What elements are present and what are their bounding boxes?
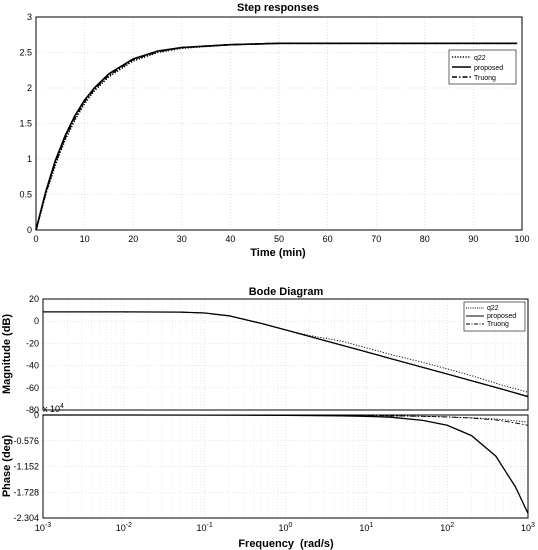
step-x-tick-label: 0 (33, 234, 38, 244)
step-x-tick-label: 30 (177, 234, 187, 244)
phase-y-tick-label: -0.576 (13, 436, 39, 446)
bode-legend-label-proposed: proposed (487, 313, 516, 320)
magnitude-series (43, 311, 529, 398)
magnitude-y-tick-label: 0 (34, 316, 39, 326)
phase-series-line-proposed (43, 414, 529, 514)
step-response-panel: Step responses 0 10 20 30 40 50 60 70 80 90 100 0 0.… (19, 2, 529, 259)
magnitude-y-tick-label: -60 (26, 383, 39, 393)
step-series-line-proposed (35, 42, 518, 231)
magnitude-ticks: 20 0 -20 -40 -60 -80 (26, 294, 39, 415)
step-x-tick-label: 40 (225, 234, 235, 244)
magnitude-y-tick-label: -20 (26, 338, 39, 348)
step-axes-box (35, 16, 523, 231)
bode-x-tick-label: 10-2 (116, 522, 132, 533)
bode-legend-label-q22: q22 (487, 305, 499, 312)
step-series-line-q22 (35, 42, 518, 231)
step-series-line-truong (35, 42, 518, 231)
bode-x-tick-label: 101 (359, 522, 373, 533)
phase-y-tick-label: 0 (34, 410, 39, 420)
magnitude-y-axis-label: Magnitude (dB) (1, 314, 13, 394)
step-x-tick-label: 80 (420, 234, 430, 244)
phase-y-tick-label: -1.152 (13, 462, 39, 472)
bode-chart-title: Bode Diagram (249, 286, 324, 298)
step-ticks: 0 10 20 30 40 50 60 70 80 90 100 0 0.5 1 1.5 2 2.5 3 (19, 12, 529, 244)
step-x-axis-label: Time (min) (250, 247, 306, 259)
bode-x-axis-label: Frequency (rad/s) (238, 538, 334, 550)
step-x-tick-label: 60 (323, 234, 333, 244)
step-y-tick-label: 2.5 (19, 48, 32, 58)
magnitude-series-line-truong (43, 311, 529, 397)
phase-series-line-truong (43, 414, 529, 426)
step-series (35, 42, 518, 231)
step-x-tick-label: 50 (274, 234, 284, 244)
bode-x-tick-label: 10-1 (197, 522, 213, 533)
phase-y-tick-label: -2.304 (13, 513, 39, 523)
bode-x-tick-label: 103 (521, 522, 535, 533)
bode-x-tick-label: 100 (279, 522, 293, 533)
bode-legend: q22 proposed Truong (463, 301, 526, 332)
step-legend-label-q22: q22 (474, 55, 486, 62)
phase-exponent-label: x 104 (43, 403, 64, 414)
step-x-tick-label: 20 (128, 234, 138, 244)
step-y-tick-label: 2 (27, 83, 32, 93)
step-y-tick-label: 0 (27, 225, 32, 235)
magnitude-axes-box (42, 298, 529, 411)
bode-x-tick-label: 10-3 (35, 522, 51, 533)
step-legend-label-truong: Truong (474, 75, 496, 82)
step-legend-label-proposed: proposed (474, 65, 503, 72)
bode-x-tick-label: 102 (440, 522, 454, 533)
step-legend: q22 proposed Truong (448, 49, 517, 85)
phase-axes-box (42, 414, 529, 519)
step-grid (35, 16, 523, 231)
phase-series (43, 414, 529, 514)
step-y-tick-label: 0.5 (19, 190, 32, 200)
step-x-tick-label: 100 (514, 234, 529, 244)
bode-panel: Bode Diagram 20 0 -20 -40 -60 -80 Magnitude (… (1, 286, 535, 550)
phase-grid (42, 414, 528, 519)
step-x-tick-label: 10 (80, 234, 90, 244)
step-x-tick-label: 70 (371, 234, 381, 244)
step-chart-title: Step responses (237, 2, 319, 14)
bode-legend-label-truong: Truong (487, 321, 509, 328)
step-x-tick-label: 90 (468, 234, 478, 244)
magnitude-grid (42, 298, 528, 411)
phase-y-tick-label: -1.728 (13, 487, 39, 497)
phase-y-axis-label: Phase (deg) (1, 434, 13, 497)
step-y-tick-label: 1.5 (19, 119, 32, 129)
step-y-tick-label: 3 (27, 12, 32, 22)
step-y-tick-label: 1 (27, 154, 32, 164)
magnitude-y-tick-label: -40 (26, 361, 39, 371)
magnitude-y-tick-label: 20 (29, 294, 39, 304)
magnitude-y-tick-label: -80 (26, 405, 39, 415)
